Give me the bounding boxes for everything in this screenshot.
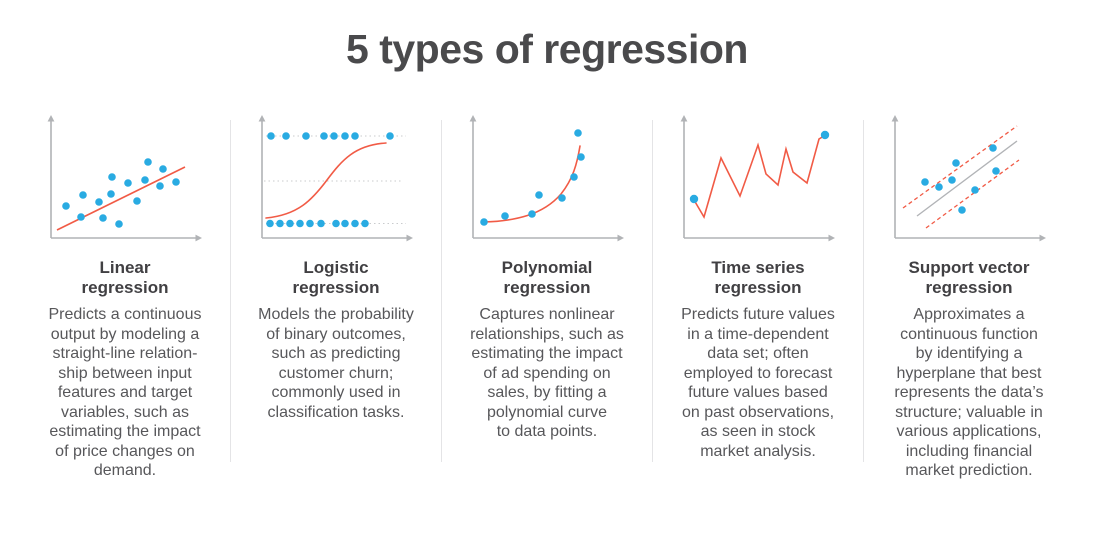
panel-description-support-vector: Approximates a continuous function by id… (894, 306, 1044, 479)
column-divider (441, 120, 442, 462)
linear-regression-chart (20, 112, 230, 244)
time-series-regression-chart (653, 112, 863, 244)
panel-description-time-series: Predicts future values in a time-depende… (681, 306, 835, 460)
column-divider (652, 120, 653, 462)
support-vector-regression-chart (864, 112, 1074, 244)
column-divider (230, 120, 231, 462)
polynomial-regression-chart (442, 112, 652, 244)
panel-description-linear: Predicts a continuous output by modeling… (48, 306, 202, 479)
panel-logistic-regression: Logistic regression Models the probabili… (231, 112, 441, 422)
panel-heading-polynomial: Polynomial regression (501, 258, 593, 297)
panel-support-vector-regression: Support vector regression Approximates a… (864, 112, 1074, 481)
panel-time-series-regression: Time series regression Predicts future v… (653, 112, 863, 461)
panel-heading-linear: Linear regression (81, 258, 169, 297)
panel-linear-regression: Linear regression Predicts a continuous … (20, 112, 230, 481)
panel-heading-time-series: Time series regression (711, 258, 805, 297)
panel-description-polynomial: Captures nonlinear relationships, such a… (470, 306, 624, 440)
logistic-regression-chart (231, 112, 441, 244)
panel-polynomial-regression: Polynomial regression Captures nonlinear… (442, 112, 652, 442)
panel-heading-support-vector: Support vector regression (908, 258, 1030, 297)
page-title: 5 types of regression (346, 26, 748, 72)
column-divider (863, 120, 864, 462)
panel-heading-logistic: Logistic regression (292, 258, 380, 297)
panel-description-logistic: Models the probability of binary outcome… (258, 306, 414, 421)
regression-columns: Linear regression Predicts a continuous … (0, 112, 1094, 481)
